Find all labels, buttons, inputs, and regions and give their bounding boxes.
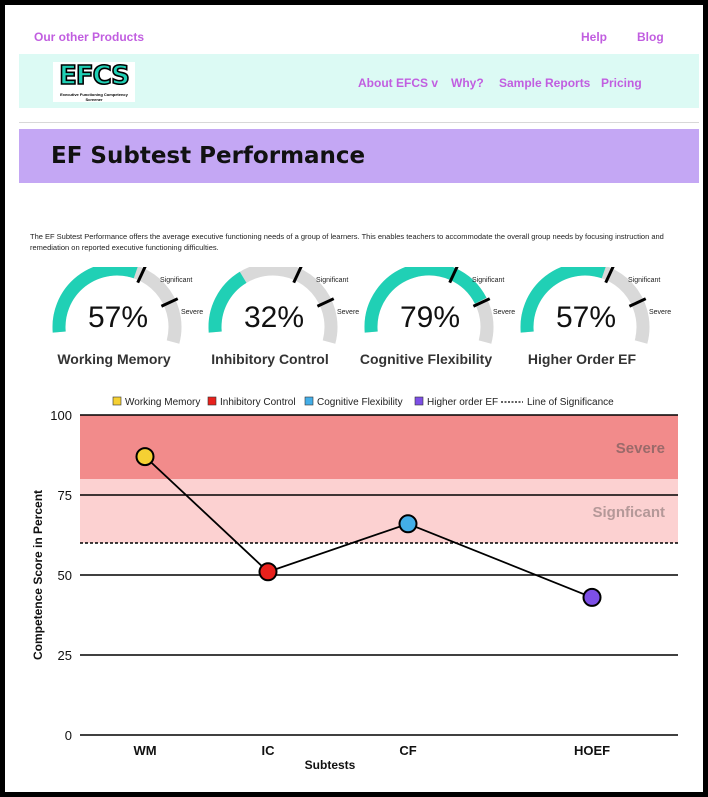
legend-label: Line of Significance bbox=[527, 397, 614, 408]
gauge-percent: 32% bbox=[243, 301, 305, 334]
nav-about-efcs[interactable]: About EFCS v bbox=[358, 76, 438, 90]
legend-label: Cognitive Flexibility bbox=[317, 397, 403, 408]
band-label: Signficant bbox=[592, 504, 665, 521]
legend-item: Line of Significance bbox=[501, 397, 614, 408]
gauge-label: Inhibitory Control bbox=[211, 351, 329, 367]
top-bar: Our other Products Help Blog bbox=[19, 23, 699, 53]
gauge-higher-order-ef: 57% Significant Severe Higher Order EF bbox=[513, 267, 673, 372]
significant-threshold-tick bbox=[448, 267, 459, 284]
severe-threshold-tick bbox=[160, 297, 179, 308]
gauge-fill bbox=[364, 267, 487, 333]
gauge-significant-label: Significant bbox=[472, 277, 505, 284]
nav-sample-reports[interactable]: Sample Reports bbox=[499, 76, 591, 90]
significant-threshold-tick bbox=[292, 267, 303, 284]
gauge-severe-label: Severe bbox=[337, 309, 360, 316]
gauge-arc bbox=[520, 267, 650, 344]
legend-label: Working Memory bbox=[125, 397, 200, 408]
series-line bbox=[144, 455, 593, 599]
y-tick-label: 0 bbox=[65, 728, 72, 743]
gauge-percent: 79% bbox=[399, 301, 461, 334]
efcs-logo[interactable]: EFCS Executive Functioning Competency Sc… bbox=[53, 60, 135, 102]
nav-why[interactable]: Why? bbox=[451, 76, 484, 90]
gauge-significant-label: Significant bbox=[628, 277, 661, 284]
gauge-percent: 57% bbox=[555, 301, 617, 334]
y-tick-label: 25 bbox=[58, 648, 72, 663]
legend-swatch bbox=[414, 396, 424, 406]
description-text: The EF Subtest Performance offers the av… bbox=[30, 232, 664, 252]
y-tick-label: 75 bbox=[58, 488, 72, 503]
gauge-significant-label: Significant bbox=[316, 277, 349, 284]
severe-threshold-tick bbox=[472, 297, 491, 308]
logo-text: EFCS bbox=[58, 60, 130, 92]
gauge-label: Higher Order EF bbox=[527, 351, 637, 367]
x-axis-label: Subtests bbox=[305, 758, 356, 772]
gauge-label: Working Memory bbox=[57, 351, 171, 367]
significant-threshold-tick bbox=[136, 267, 147, 284]
gauge-severe-label: Severe bbox=[181, 309, 204, 316]
other-products-link[interactable]: Our other Products bbox=[34, 30, 145, 44]
x-tick-label: CF bbox=[399, 743, 416, 758]
severe-threshold-tick bbox=[628, 297, 647, 308]
legend-item: Higher order EF bbox=[414, 396, 498, 408]
legend-swatch bbox=[304, 396, 314, 406]
severe-threshold-tick bbox=[316, 297, 335, 308]
y-axis-label: Competence Score in Percent bbox=[31, 490, 45, 660]
legend-swatch bbox=[112, 396, 122, 406]
divider bbox=[19, 122, 699, 123]
gauge-arc bbox=[364, 267, 494, 344]
subtest-line-chart: Severe Signficant 0 25 50 75 100 WM IC CF HOEF Subt… bbox=[31, 396, 678, 772]
gauge-fill bbox=[52, 267, 138, 333]
legend-swatch bbox=[207, 396, 217, 406]
blog-link[interactable]: Blog bbox=[637, 30, 664, 44]
legend-label: Inhibitory Control bbox=[220, 397, 296, 408]
legend-item: Cognitive Flexibility bbox=[304, 396, 403, 408]
gauge-fill bbox=[208, 271, 247, 333]
gauge-arc bbox=[208, 267, 338, 344]
logo-subtitle: Executive Functioning Competency Screene… bbox=[60, 92, 128, 102]
x-tick-label: WM bbox=[133, 743, 156, 758]
y-tick-label: 50 bbox=[58, 568, 72, 583]
gauge-working-memory: 57% Significant Severe Working Memory bbox=[45, 267, 205, 372]
band-label: Severe bbox=[616, 440, 665, 457]
x-tick-label: HOEF bbox=[574, 743, 610, 758]
page-title: EF Subtest Performance bbox=[51, 143, 366, 169]
gauge-percent: 57% bbox=[87, 301, 149, 334]
data-point-wm bbox=[135, 447, 155, 467]
nav-bar: EFCS Executive Functioning Competency Sc… bbox=[19, 54, 699, 108]
y-tick-label: 100 bbox=[50, 408, 72, 423]
gauge-severe-label: Severe bbox=[649, 309, 672, 316]
page-banner: EF Subtest Performance bbox=[19, 129, 699, 183]
data-point-cf bbox=[398, 514, 418, 534]
significant-threshold-tick bbox=[604, 267, 615, 284]
nav-pricing[interactable]: Pricing bbox=[601, 76, 642, 90]
band-severe bbox=[80, 415, 678, 479]
legend-label: Higher order EF bbox=[427, 397, 498, 408]
gauge-significant-label: Significant bbox=[160, 277, 193, 284]
gauge-severe-label: Severe bbox=[493, 309, 516, 316]
gauge-cognitive-flexibility: 79% Significant Severe Cognitive Flexibi… bbox=[357, 267, 517, 372]
legend-item: Inhibitory Control bbox=[207, 396, 296, 408]
x-tick-label: IC bbox=[262, 743, 276, 758]
legend-item: Working Memory bbox=[112, 396, 200, 408]
data-point-hoef bbox=[582, 587, 602, 607]
gauge-inhibitory-control: 32% Significant Severe Inhibitory Contro… bbox=[201, 267, 361, 372]
gauge-arc bbox=[52, 267, 182, 344]
data-point-ic bbox=[258, 562, 278, 582]
gauge-fill bbox=[520, 267, 606, 333]
help-link[interactable]: Help bbox=[581, 30, 608, 44]
gauge-label: Cognitive Flexibility bbox=[359, 351, 493, 367]
